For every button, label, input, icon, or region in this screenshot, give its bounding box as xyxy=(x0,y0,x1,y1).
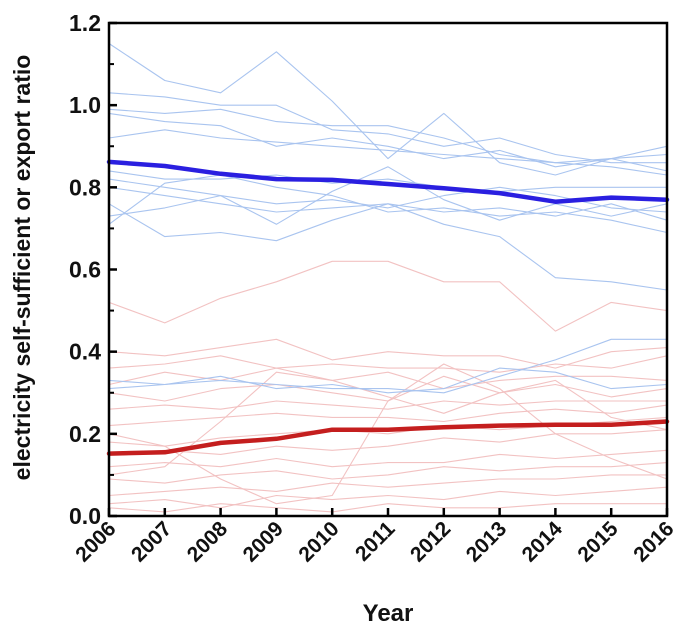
blue-country-line-21 xyxy=(108,129,668,176)
mean-series-group xyxy=(106,159,670,456)
y-tick-label: 0.4 xyxy=(69,339,101,365)
y-tick-label: 0.8 xyxy=(69,174,101,200)
x-tick-label: 2013 xyxy=(462,517,511,566)
y-tick-label: 1.2 xyxy=(69,10,101,36)
red-country-line-3 xyxy=(108,355,668,373)
blue-country-line-18 xyxy=(108,92,667,164)
x-axis-label: Year xyxy=(363,600,414,627)
y-tick-label: 0.0 xyxy=(69,503,101,529)
x-tick-label: 2007 xyxy=(127,517,176,566)
x-tick-label: 2010 xyxy=(294,517,343,566)
x-tick-label: 2009 xyxy=(239,517,288,566)
blue-country-line-29 xyxy=(108,367,668,394)
red-country-line-11 xyxy=(108,462,668,484)
x-tick-label: 2014 xyxy=(518,517,568,567)
blue-country-line-27 xyxy=(108,203,668,291)
x-tick-label: 2016 xyxy=(629,517,678,566)
red-country-line-12 xyxy=(108,474,667,497)
x-tick-label: 2015 xyxy=(573,517,623,567)
red-country-line-4 xyxy=(108,367,668,390)
x-tick-label: 2008 xyxy=(183,517,233,567)
red-country-line-10 xyxy=(108,449,668,468)
blue-country-line-28 xyxy=(108,338,667,394)
red-country-line-6 xyxy=(108,400,667,410)
thin-series-group xyxy=(108,43,668,513)
red-country-line-7 xyxy=(108,404,668,427)
red-country-line-2 xyxy=(108,338,668,369)
blue-mean-line xyxy=(106,159,670,204)
blue-country-line-19 xyxy=(108,108,668,164)
y-tick-label: 0.2 xyxy=(69,421,101,447)
x-tick-label: 2011 xyxy=(351,517,400,566)
blue-country-line-22 xyxy=(108,170,667,192)
blue-country-line-25 xyxy=(108,166,668,225)
blue-country-line-26 xyxy=(108,174,668,234)
x-tick-label: 2012 xyxy=(406,517,455,566)
red-country-line-13 xyxy=(108,486,668,509)
blue-country-line-17 xyxy=(108,43,668,176)
y-tick-label: 0.6 xyxy=(69,257,101,283)
red-country-line-15 xyxy=(108,363,668,505)
red-country-line-16 xyxy=(108,371,668,476)
red-country-line-9 xyxy=(108,429,668,455)
y-axis-label: electricity self-sufficient or export ra… xyxy=(9,55,35,481)
red-country-line-14 xyxy=(108,503,667,513)
y-tick-label: 1.0 xyxy=(69,92,101,118)
blue-country-line-20 xyxy=(108,112,668,172)
red-country-line-1 xyxy=(108,260,668,332)
red-mean-line xyxy=(106,419,670,456)
